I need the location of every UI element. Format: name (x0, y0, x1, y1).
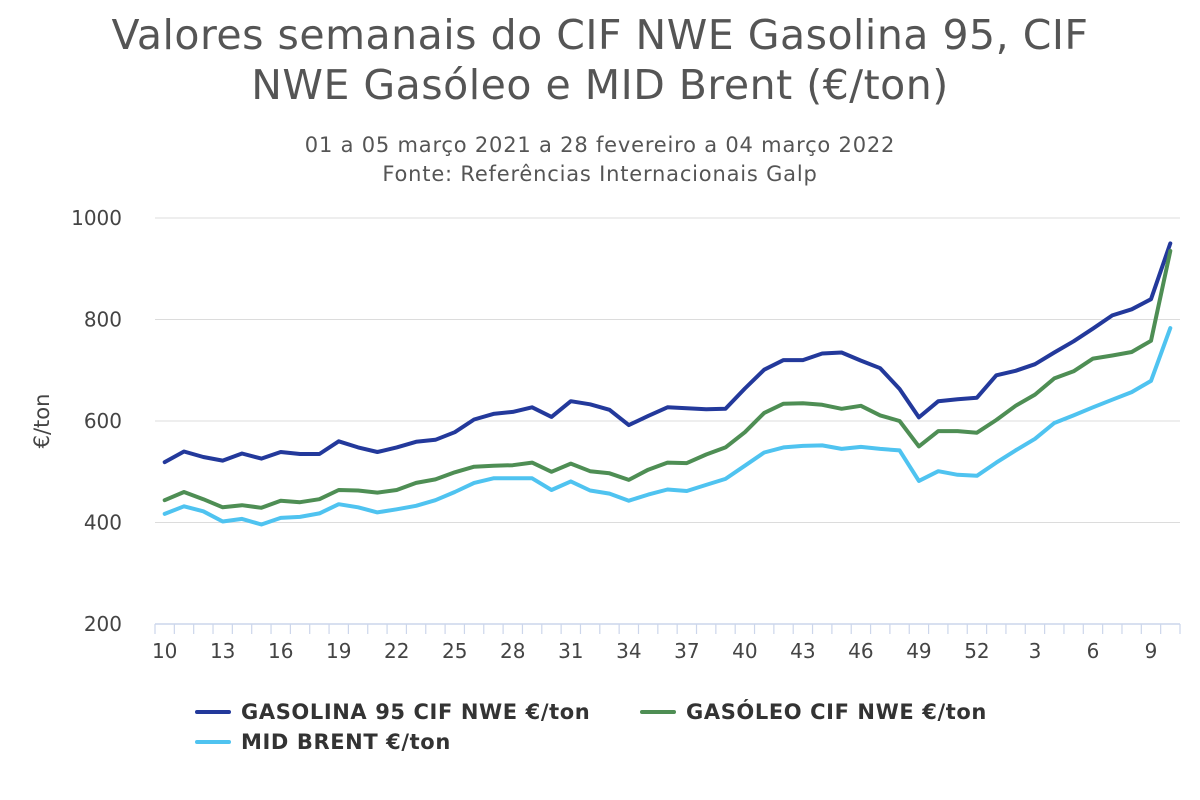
series-line-1 (162, 241, 1173, 465)
series-line-3 (162, 326, 1173, 527)
chart-title: Valores semanais do CIF NWE Gasolina 95,… (0, 10, 1200, 110)
y-tick-label: 600 (84, 409, 122, 433)
x-tick-label: 3 (1029, 639, 1042, 663)
chart-subtitle-period: 01 a 05 março 2021 a 28 fevereiro a 04 m… (304, 133, 896, 157)
x-tick-label: 13 (210, 639, 235, 663)
x-tick-label: 40 (732, 639, 757, 663)
chart-title-line-1: Valores semanais do CIF NWE Gasolina 95,… (111, 11, 1089, 59)
x-tick-label: 52 (964, 639, 989, 663)
y-tick-label: 1000 (71, 206, 122, 230)
x-tick-label: 43 (790, 639, 815, 663)
x-tick-label: 37 (674, 639, 699, 663)
legend-swatch (640, 710, 676, 714)
chart-subtitle: 01 a 05 março 2021 a 28 fevereiro a 04 m… (0, 131, 1200, 189)
x-tick-label: 49 (906, 639, 931, 663)
legend-item-1[interactable]: GASOLINA 95 CIF NWE €/ton (195, 700, 590, 724)
series-line-2 (162, 249, 1173, 510)
y-tick-label: 200 (84, 612, 122, 636)
x-tick-label: 34 (616, 639, 641, 663)
y-axis-title: €/ton (30, 394, 54, 449)
legend-item-2[interactable]: GASÓLEO CIF NWE €/ton (640, 700, 987, 724)
x-tick-label: 16 (268, 639, 293, 663)
y-tick-label: 400 (84, 511, 122, 535)
chart-subtitle-source: Fonte: Referências Internacionais Galp (382, 162, 818, 186)
y-tick-label: 800 (84, 308, 122, 332)
x-tick-label: 46 (848, 639, 873, 663)
x-tick-label: 22 (384, 639, 409, 663)
x-tick-label: 9 (1145, 639, 1158, 663)
x-tick-label: 25 (442, 639, 467, 663)
legend-item-3[interactable]: MID BRENT €/ton (195, 730, 451, 754)
legend-swatch (195, 740, 231, 744)
legend-label: GASOLINA 95 CIF NWE €/ton (241, 700, 591, 724)
legend-label: GASÓLEO CIF NWE €/ton (686, 700, 987, 724)
x-tick-label: 19 (326, 639, 351, 663)
x-tick-label: 31 (558, 639, 583, 663)
legend-swatch (195, 710, 231, 714)
x-tick-label: 10 (152, 639, 177, 663)
x-tick-label: 28 (500, 639, 525, 663)
x-tick-label: 6 (1087, 639, 1100, 663)
chart-title-line-2: NWE Gasóleo e MID Brent (€/ton) (251, 61, 949, 109)
legend-label: MID BRENT €/ton (241, 730, 451, 754)
